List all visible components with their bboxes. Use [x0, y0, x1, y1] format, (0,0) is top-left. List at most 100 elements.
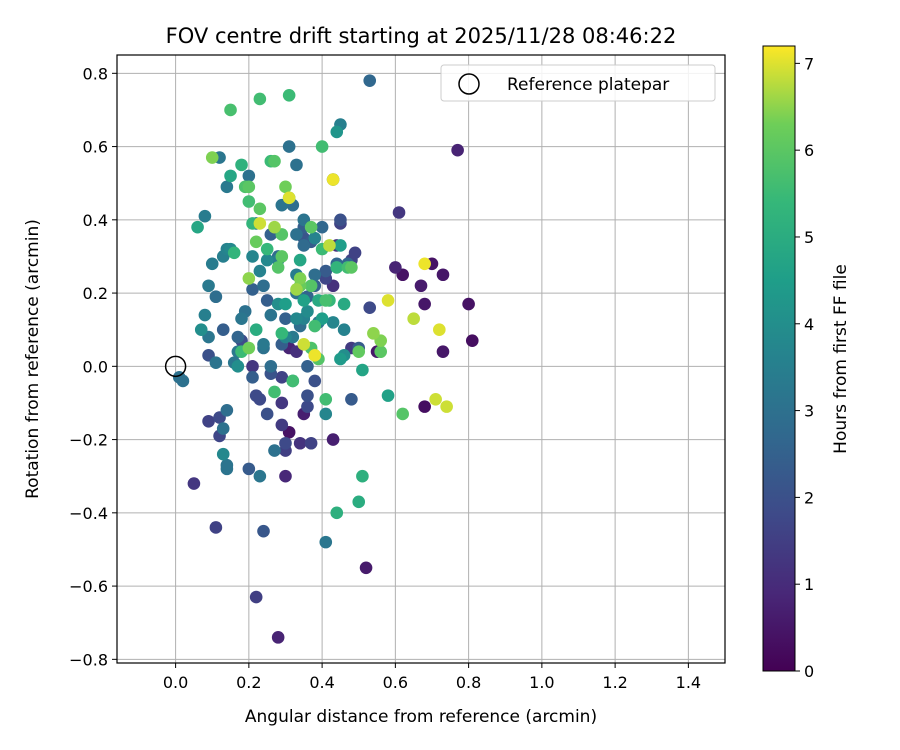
y-tick-label: 0.6	[83, 138, 108, 157]
x-tick-label: 1.4	[676, 673, 701, 692]
data-point	[356, 469, 369, 483]
data-point	[260, 253, 274, 267]
data-point	[205, 257, 219, 271]
data-point	[216, 422, 230, 435]
data-point	[242, 462, 256, 476]
data-point	[374, 345, 388, 358]
data-point	[308, 319, 322, 333]
data-point	[246, 360, 259, 373]
data-point	[235, 158, 248, 172]
data-point	[242, 195, 256, 208]
data-point	[242, 169, 256, 183]
data-point	[224, 103, 237, 117]
data-point	[279, 436, 292, 450]
x-tick-label: 1.2	[602, 673, 627, 692]
data-point	[242, 341, 256, 355]
data-point	[297, 239, 311, 252]
data-point	[260, 242, 274, 256]
data-point	[260, 407, 274, 421]
data-point	[268, 154, 281, 168]
data-point	[356, 363, 369, 377]
data-point	[308, 349, 322, 362]
data-point	[242, 180, 256, 194]
data-point	[359, 561, 373, 575]
data-point	[216, 447, 230, 461]
data-point	[330, 506, 344, 520]
data-point	[290, 312, 303, 326]
data-point	[246, 250, 259, 263]
data-point	[286, 374, 300, 388]
data-point	[308, 231, 322, 245]
data-point	[176, 374, 190, 388]
x-tick-label: 0.2	[236, 673, 261, 692]
data-point	[275, 371, 289, 384]
data-point	[271, 631, 285, 644]
colorbar-label: Hours from first FF file	[831, 264, 851, 454]
data-point	[465, 334, 479, 347]
data-point	[429, 392, 442, 406]
data-point	[268, 385, 281, 399]
data-point	[249, 590, 263, 604]
y-tick-label: 0.0	[83, 357, 108, 376]
x-tick-label: 0.6	[383, 673, 408, 692]
data-point	[319, 294, 333, 307]
data-point	[268, 220, 281, 234]
data-point	[407, 312, 420, 326]
data-point	[436, 268, 450, 282]
data-point	[396, 407, 409, 421]
data-point	[220, 462, 234, 476]
x-tick-label: 0.4	[309, 673, 334, 692]
data-point	[282, 191, 296, 205]
data-point	[268, 444, 281, 457]
x-tick-label: 1.0	[529, 673, 554, 692]
data-point	[451, 143, 464, 157]
data-point	[209, 290, 223, 304]
data-point	[257, 524, 270, 538]
data-point	[392, 206, 406, 219]
data-point	[220, 180, 234, 194]
data-point	[264, 360, 278, 373]
data-point	[315, 140, 329, 153]
data-point	[330, 125, 344, 139]
data-point	[279, 312, 292, 326]
data-point	[326, 433, 340, 446]
data-point	[352, 345, 366, 358]
data-point	[367, 327, 380, 340]
data-point	[246, 371, 259, 384]
data-point	[224, 169, 237, 183]
data-point	[319, 535, 333, 549]
data-point	[293, 253, 307, 267]
colorbar-tick-label: 4	[804, 315, 814, 334]
data-point	[242, 272, 256, 285]
data-point	[279, 297, 292, 311]
data-point	[381, 389, 395, 402]
y-tick-label: 0.4	[83, 211, 108, 230]
data-point	[249, 235, 263, 249]
data-point	[334, 352, 347, 366]
data-point	[216, 323, 230, 336]
data-point	[319, 264, 333, 278]
data-point	[304, 436, 318, 450]
x-axis-label: Angular distance from reference (arcmin)	[245, 707, 597, 727]
data-point	[319, 392, 333, 406]
data-point	[253, 92, 267, 106]
data-point	[345, 392, 358, 406]
scatter-points	[164, 74, 479, 644]
y-tick-label: 0.2	[83, 284, 108, 303]
data-point	[345, 261, 358, 274]
y-tick-label: −0.8	[69, 650, 108, 669]
data-point	[271, 261, 285, 274]
data-point	[301, 360, 314, 373]
reference-marker-icon	[458, 73, 480, 95]
y-tick-label: −0.2	[69, 431, 108, 450]
legend-label: Reference platepar	[507, 75, 669, 95]
data-point	[337, 297, 351, 311]
data-point	[323, 239, 336, 252]
data-point	[275, 418, 289, 432]
x-tick-label: 0.0	[163, 673, 188, 692]
colorbar-tick-label: 2	[804, 488, 814, 507]
y-axis-ticks: −0.8 −0.6 −0.4 −0.2 0.0 0.2 0.4 0.6 0.8	[69, 64, 117, 669]
colorbar-tick-label: 0	[804, 662, 814, 681]
data-point	[414, 279, 428, 293]
